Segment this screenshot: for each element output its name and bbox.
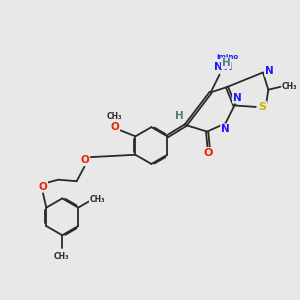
Text: O: O	[38, 182, 47, 192]
Text: O: O	[81, 155, 89, 165]
Text: NH: NH	[215, 61, 233, 71]
Text: CH₃: CH₃	[282, 82, 297, 91]
Text: H: H	[222, 58, 230, 68]
Text: O: O	[204, 148, 213, 158]
Text: N: N	[265, 66, 274, 76]
Text: H: H	[175, 110, 184, 121]
Text: O: O	[110, 122, 119, 131]
Text: CH₃: CH₃	[107, 112, 122, 121]
Text: CH₃: CH₃	[90, 195, 105, 204]
Text: N: N	[214, 61, 223, 71]
Text: N: N	[233, 93, 242, 103]
Text: N: N	[221, 124, 230, 134]
Text: CH₃: CH₃	[54, 252, 69, 261]
Text: S: S	[258, 102, 266, 112]
Text: imino: imino	[216, 54, 238, 60]
